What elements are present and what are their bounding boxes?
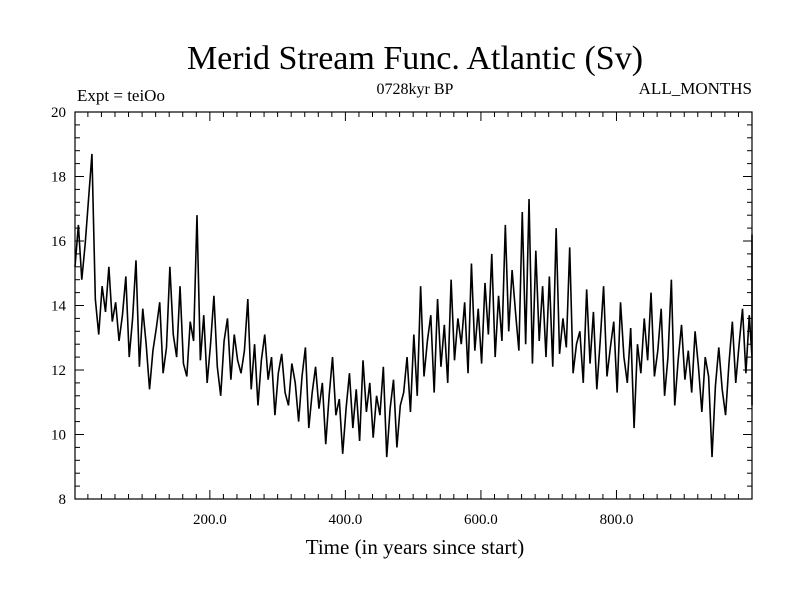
y-tick-label: 18	[51, 170, 66, 186]
subtitle-months: ALL_MONTHS	[639, 79, 752, 98]
y-tick-label: 14	[51, 299, 67, 315]
subtitle-experiment: Expt = teiOo	[77, 86, 165, 105]
y-tick-label: 12	[51, 363, 66, 379]
y-tick-label: 20	[51, 105, 66, 121]
y-tick-label: 16	[51, 234, 67, 250]
x-tick-label: 200.0	[193, 512, 227, 528]
x-tick-labels: 200.0 400.0 600.0 800.0	[193, 512, 633, 528]
x-tick-label: 800.0	[600, 512, 634, 528]
chart-title: Merid Stream Func. Atlantic (Sv)	[187, 40, 643, 77]
subtitle-period: 0728kyr BP	[377, 81, 454, 98]
y-tick-label: 10	[51, 428, 66, 444]
plot-frame	[74, 111, 753, 500]
axis-ticks	[75, 112, 752, 499]
x-tick-label: 400.0	[329, 512, 363, 528]
x-axis-label: Time (in years since start)	[306, 535, 525, 559]
y-tick-label: 8	[59, 492, 67, 508]
x-tick-label: 600.0	[464, 512, 498, 528]
y-tick-labels: 8 10 12 14 16 18 20	[51, 105, 67, 508]
